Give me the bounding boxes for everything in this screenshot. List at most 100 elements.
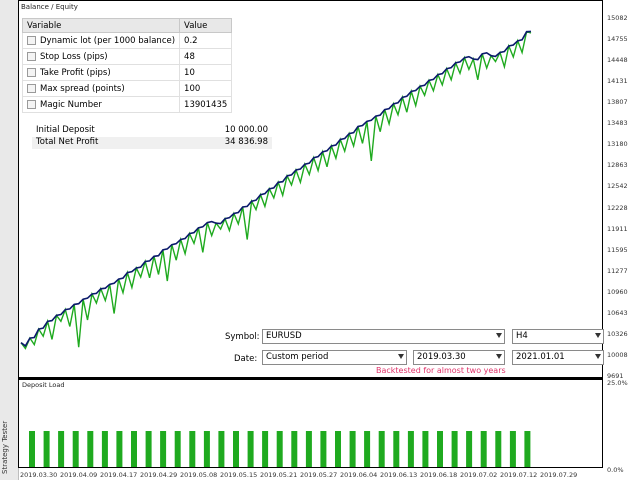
- load-bar: [495, 431, 502, 467]
- initial-deposit-row: Initial Deposit 10 000.00: [32, 125, 272, 137]
- load-bar: [233, 431, 239, 467]
- table-row[interactable]: Magic Number 13901435: [21, 96, 233, 113]
- dropdown-arrow-icon: [496, 333, 502, 338]
- x-tick-label: 2019.04.29: [140, 471, 178, 479]
- y-tick-label: 13483: [607, 119, 628, 128]
- parameter-name: Dynamic lot (per 1000 balance): [40, 35, 176, 46]
- date-to-value: 2021.01.01: [516, 352, 565, 362]
- date-from-input[interactable]: 2019.03.30: [413, 350, 505, 365]
- balance-chart-frame: [18, 0, 603, 378]
- y-tick-label: 14755: [607, 35, 628, 44]
- x-tick-label: 2019.06.04: [340, 471, 378, 479]
- net-profit-label: Total Net Profit: [36, 137, 99, 147]
- backtest-note: Backtested for almost two years: [376, 366, 506, 375]
- y-tick-label: 10960: [607, 287, 628, 296]
- deposit-load-chart: [29, 431, 531, 467]
- y-tick-label: 12542: [607, 182, 628, 191]
- load-bar: [509, 431, 516, 467]
- checkbox[interactable]: [27, 51, 36, 61]
- date-to-input[interactable]: 2021.01.01: [512, 350, 604, 365]
- load-bar: [335, 431, 341, 467]
- y-tick-label: 14448: [607, 56, 628, 65]
- load-bar: [101, 431, 108, 467]
- y-tick-label: 13180: [607, 140, 628, 149]
- checkbox[interactable]: [27, 99, 36, 109]
- symbol-select[interactable]: EURUSD: [262, 329, 505, 344]
- results-summary: Initial Deposit 10 000.00 Total Net Prof…: [32, 125, 272, 149]
- parameter-name-cell: Dynamic lot (per 1000 balance): [21, 32, 181, 49]
- timeframe-value: H4: [516, 331, 528, 341]
- column-header-value[interactable]: Value: [179, 18, 233, 33]
- period-select[interactable]: Custom period: [262, 350, 407, 365]
- load-bar: [116, 431, 123, 467]
- symbol-label: Symbol:: [225, 332, 260, 342]
- x-tick-label: 2019.05.27: [300, 471, 338, 479]
- side-tab-label[interactable]: Strategy Tester: [1, 420, 9, 474]
- parameter-value[interactable]: 100: [179, 80, 233, 97]
- table-row[interactable]: Dynamic lot (per 1000 balance) 0.2: [21, 32, 233, 49]
- load-bar: [466, 431, 473, 467]
- parameter-value[interactable]: 10: [179, 64, 233, 81]
- load-bar: [174, 431, 181, 467]
- parameter-name-cell: Magic Number: [21, 96, 181, 113]
- load-bar: [451, 431, 458, 467]
- tester-settings: Symbol: EURUSD H4 Date: Custom period 20…: [225, 328, 605, 378]
- parameter-name: Max spread (points): [40, 83, 125, 94]
- y-tick-label: 10326: [607, 329, 628, 338]
- load-bar: [422, 431, 429, 467]
- parameter-value[interactable]: 13901435: [179, 96, 233, 113]
- parameter-value[interactable]: 48: [179, 48, 233, 65]
- y-tick-label: 13807: [607, 98, 628, 107]
- checkbox[interactable]: [27, 35, 36, 45]
- dropdown-arrow-icon: [595, 354, 601, 359]
- checkbox[interactable]: [27, 83, 36, 93]
- column-header-variable[interactable]: Variable: [21, 18, 181, 33]
- chart-tab-label[interactable]: Balance / Equity: [21, 3, 78, 11]
- dropdown-arrow-icon: [398, 354, 404, 359]
- load-scale-top: 25.0%: [607, 379, 628, 387]
- price-scale: 15082 14755 14448 14131 13807 13483 13180 12863…: [603, 0, 640, 480]
- load-bar: [305, 431, 312, 467]
- balance-equity-chart: [20, 30, 532, 350]
- load-bar: [480, 431, 487, 467]
- y-tick-label: 15082: [607, 14, 628, 22]
- load-bar: [218, 431, 225, 467]
- checkbox[interactable]: [27, 67, 36, 77]
- date-from-value: 2019.03.30: [417, 352, 466, 362]
- parameter-value[interactable]: 0.2: [179, 32, 233, 49]
- initial-deposit-value: 10 000.00: [224, 125, 268, 135]
- load-bar: [407, 431, 414, 467]
- load-bar: [72, 431, 79, 467]
- date-label: Date:: [234, 354, 258, 364]
- table-row[interactable]: Stop Loss (pips) 48: [21, 48, 233, 65]
- dropdown-arrow-icon: [496, 354, 502, 359]
- parameter-name: Magic Number: [40, 99, 102, 110]
- load-bar: [145, 431, 152, 467]
- load-bar: [189, 431, 196, 467]
- load-bar: [87, 431, 94, 467]
- load-bar: [262, 431, 269, 467]
- parameter-name-cell: Max spread (points): [21, 80, 181, 97]
- load-bar: [349, 431, 356, 467]
- y-tick-label: 10643: [607, 308, 628, 317]
- net-profit-value: 34 836.98: [224, 137, 268, 147]
- x-tick-label: 2019.04.17: [100, 471, 138, 479]
- x-tick-label: 2019.06.18: [420, 471, 458, 479]
- y-tick-label: 14131: [607, 77, 628, 86]
- period-value: Custom period: [266, 352, 329, 362]
- x-tick-label: 2019.04.09: [60, 471, 98, 479]
- deposit-load-frame: [18, 378, 603, 468]
- table-row[interactable]: Take Profit (pips) 10: [21, 64, 233, 81]
- parameter-name-cell: Take Profit (pips): [21, 64, 181, 81]
- series-line-balance: [20, 30, 532, 348]
- net-profit-row: Total Net Profit 34 836.98: [32, 137, 272, 149]
- parameter-name: Take Profit (pips): [40, 67, 111, 78]
- x-tick-label: 2019.03.30: [20, 471, 58, 479]
- table-row[interactable]: Max spread (points) 100: [21, 80, 233, 97]
- deposit-load-title: Deposit Load: [22, 381, 65, 389]
- symbol-value: EURUSD: [266, 331, 302, 341]
- timeframe-select[interactable]: H4: [512, 329, 604, 344]
- parameters-table: Variable Value Dynamic lot (per 1000 bal…: [21, 18, 233, 113]
- parameter-name: Stop Loss (pips): [40, 51, 108, 62]
- initial-deposit-label: Initial Deposit: [36, 125, 95, 135]
